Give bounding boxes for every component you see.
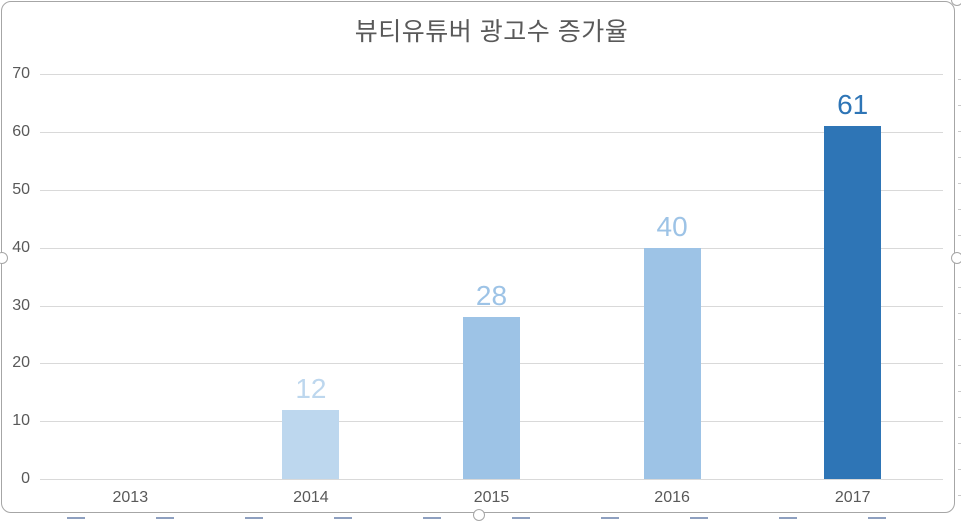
- sheet-row-line: [958, 365, 961, 366]
- bar-2014[interactable]: [282, 409, 340, 479]
- sheet-cell-border: [779, 517, 797, 519]
- sheet-cell-border: [423, 517, 441, 519]
- sheet-cell-border: [245, 517, 263, 519]
- sheet-cell-border: [868, 517, 886, 519]
- bar-2015[interactable]: [463, 317, 520, 479]
- resize-handle-right[interactable]: [951, 252, 961, 264]
- x-axis-label-2016[interactable]: 2016: [654, 489, 690, 506]
- sheet-row-line: [958, 157, 961, 158]
- x-axis-label-2014[interactable]: 2014: [293, 489, 329, 506]
- x-axis-label-2017[interactable]: 2017: [834, 489, 871, 506]
- resize-handle-left[interactable]: [0, 252, 8, 264]
- sheet-cell-border: [690, 517, 708, 519]
- y-axis-label-40[interactable]: 40: [12, 238, 30, 256]
- chart-title[interactable]: 뷰티유튜버 광고수 증가율: [354, 18, 629, 46]
- sheet-cell-border: [601, 517, 619, 519]
- sheet-cell-border: [512, 517, 530, 519]
- chart-area[interactable]: 뷰티유튜버 광고수 증가율 0 10 20 30 40 50 60 70 12 28 40 61 2…: [1, 1, 955, 513]
- sheet-row-line: [958, 287, 961, 288]
- y-axis-label-20[interactable]: 20: [12, 354, 30, 372]
- y-axis-label-0[interactable]: 0: [21, 470, 30, 487]
- data-label-2015[interactable]: 28: [475, 280, 508, 312]
- sheet-row-line: [958, 495, 961, 496]
- data-label-2014[interactable]: 12: [295, 372, 327, 404]
- sheet-row-line: [958, 313, 961, 314]
- sheet-row-line: [958, 131, 961, 132]
- y-axis-label-30[interactable]: 30: [12, 296, 30, 314]
- y-axis-label-60[interactable]: 60: [12, 123, 30, 141]
- bar-2017[interactable]: [824, 126, 882, 479]
- gridline-70: [40, 74, 943, 76]
- sheet-cell-border: [334, 517, 352, 519]
- x-axis-label-2013[interactable]: 2013: [112, 489, 149, 506]
- sheet-row-line: [958, 443, 961, 444]
- sheet-row-line: [958, 183, 961, 184]
- sheet-row-line: [958, 417, 961, 418]
- bar-2016[interactable]: [643, 247, 701, 479]
- sheet-row-line: [958, 105, 961, 106]
- gridline-30: [40, 305, 943, 307]
- resize-handle-bottom[interactable]: [473, 509, 485, 521]
- data-label-2016[interactable]: 40: [656, 210, 688, 242]
- y-axis-label-10[interactable]: 10: [12, 412, 30, 430]
- x-axis-label-2015[interactable]: 2015: [473, 489, 510, 506]
- y-axis-label-50[interactable]: 50: [12, 181, 30, 198]
- sheet-row-line: [958, 391, 961, 392]
- gridline-60: [40, 132, 943, 134]
- sheet-row-line: [958, 235, 961, 236]
- resize-handle-top-right[interactable]: [951, 0, 961, 6]
- sheet-cell-border: [67, 517, 85, 519]
- data-label-2017[interactable]: 61: [837, 89, 869, 121]
- gridline-50: [40, 190, 943, 191]
- gridline-0: [40, 479, 943, 480]
- sheet-row-line: [958, 469, 961, 470]
- sheet-row-line: [958, 209, 961, 210]
- sheet-row-line: [958, 339, 961, 340]
- sheet-row-line: [958, 79, 961, 80]
- sheet-cell-border: [156, 517, 174, 519]
- gridline-40: [40, 247, 943, 249]
- y-axis-label-70[interactable]: 70: [12, 65, 30, 83]
